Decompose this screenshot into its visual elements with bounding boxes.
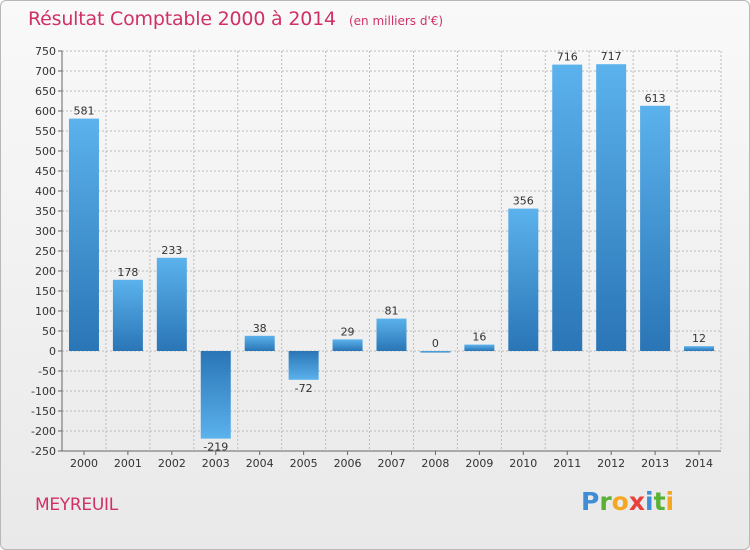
bar-2004: [244, 335, 275, 351]
title-row: Résultat Comptable 2000 à 2014 (en milli…: [28, 8, 443, 30]
y-tick-label: -100: [31, 385, 56, 398]
x-tick-label-2004: 2004: [246, 457, 274, 470]
value-label-2004: 38: [253, 322, 267, 335]
value-label-2008: 0: [432, 337, 439, 350]
logo-letter: i: [665, 487, 675, 516]
chart-title: Résultat Comptable 2000 à 2014: [28, 8, 336, 30]
x-tick-label-2005: 2005: [290, 457, 318, 470]
bar-2008: [420, 351, 451, 353]
x-tick-label-2013: 2013: [641, 457, 669, 470]
value-label-2007: 81: [385, 305, 399, 318]
y-tick-label: 450: [35, 165, 56, 178]
y-tick-label: -50: [38, 365, 56, 378]
chart-subtitle: (en milliers d'€): [348, 14, 444, 28]
bar-2006: [332, 339, 363, 351]
value-label-2001: 178: [117, 266, 138, 279]
y-tick-label: 650: [35, 85, 56, 98]
logo-letter: r: [599, 487, 612, 516]
axes: 7507006506005505004504003503002502001501…: [31, 45, 721, 470]
y-tick-label: 350: [35, 205, 56, 218]
value-label-2010: 356: [513, 195, 534, 208]
bar-2000: [68, 118, 99, 351]
value-label-2013: 613: [645, 92, 666, 105]
y-tick-label: 700: [35, 65, 56, 78]
value-label-2012: 717: [601, 50, 622, 63]
y-tick-label: 200: [35, 265, 56, 278]
bar-2009: [464, 344, 495, 351]
value-label-2006: 29: [341, 325, 355, 338]
value-label-2009: 16: [472, 331, 486, 344]
bar-2010: [508, 208, 539, 351]
x-tick-label-2010: 2010: [509, 457, 537, 470]
bar-2013: [640, 105, 671, 351]
y-tick-label: -250: [31, 445, 56, 458]
bars: [68, 64, 715, 439]
x-tick-label-2003: 2003: [202, 457, 230, 470]
y-tick-label: 550: [35, 125, 56, 138]
bar-2005: [288, 351, 319, 380]
value-label-2011: 716: [557, 51, 578, 64]
bar-2014: [684, 346, 715, 351]
data-labels: 581 178 233 -219 38 -72 29 81 0 16 356 716 717 613 12: [73, 50, 706, 453]
logo-letter: P: [581, 487, 600, 516]
value-label-2002: 233: [161, 244, 182, 257]
value-label-2000: 581: [73, 105, 94, 118]
proxiti-logo: Proxiti: [581, 487, 674, 516]
x-tick-label-2001: 2001: [114, 457, 142, 470]
x-tick-label-2011: 2011: [553, 457, 581, 470]
y-tick-label: 750: [35, 45, 56, 58]
y-tick-label: -150: [31, 405, 56, 418]
y-tick-label: 50: [42, 325, 56, 338]
bar-2002: [156, 257, 187, 351]
logo-letter: o: [611, 487, 629, 516]
bar-2007: [376, 318, 407, 351]
bar-2011: [552, 64, 583, 351]
y-tick-label: 300: [35, 225, 56, 238]
y-tick-label: 150: [35, 285, 56, 298]
y-tick-label: 250: [35, 245, 56, 258]
y-tick-label: -200: [31, 425, 56, 438]
value-label-2005: -72: [295, 382, 313, 395]
bar-2012: [596, 64, 627, 351]
logo-letter: i: [645, 487, 654, 516]
y-tick-label: 400: [35, 185, 56, 198]
value-label-2014: 12: [692, 332, 706, 345]
x-tick-label-2008: 2008: [421, 457, 449, 470]
bar-2003: [200, 351, 231, 439]
logo-letter: x: [628, 487, 645, 516]
y-tick-label: 600: [35, 105, 56, 118]
x-tick-label-2007: 2007: [378, 457, 406, 470]
value-label-2003: -219: [203, 441, 228, 454]
y-tick-label: 100: [35, 305, 56, 318]
x-tick-label-2000: 2000: [70, 457, 98, 470]
x-tick-label-2006: 2006: [334, 457, 362, 470]
y-tick-label: 0: [49, 345, 56, 358]
x-tick-label-2014: 2014: [685, 457, 713, 470]
x-tick-label-2009: 2009: [465, 457, 493, 470]
y-tick-label: 500: [35, 145, 56, 158]
logo-letter: t: [653, 487, 666, 516]
x-tick-label-2002: 2002: [158, 457, 186, 470]
city-name: MEYREUIL: [35, 495, 118, 515]
bar-2001: [112, 279, 143, 351]
x-tick-label-2012: 2012: [597, 457, 625, 470]
